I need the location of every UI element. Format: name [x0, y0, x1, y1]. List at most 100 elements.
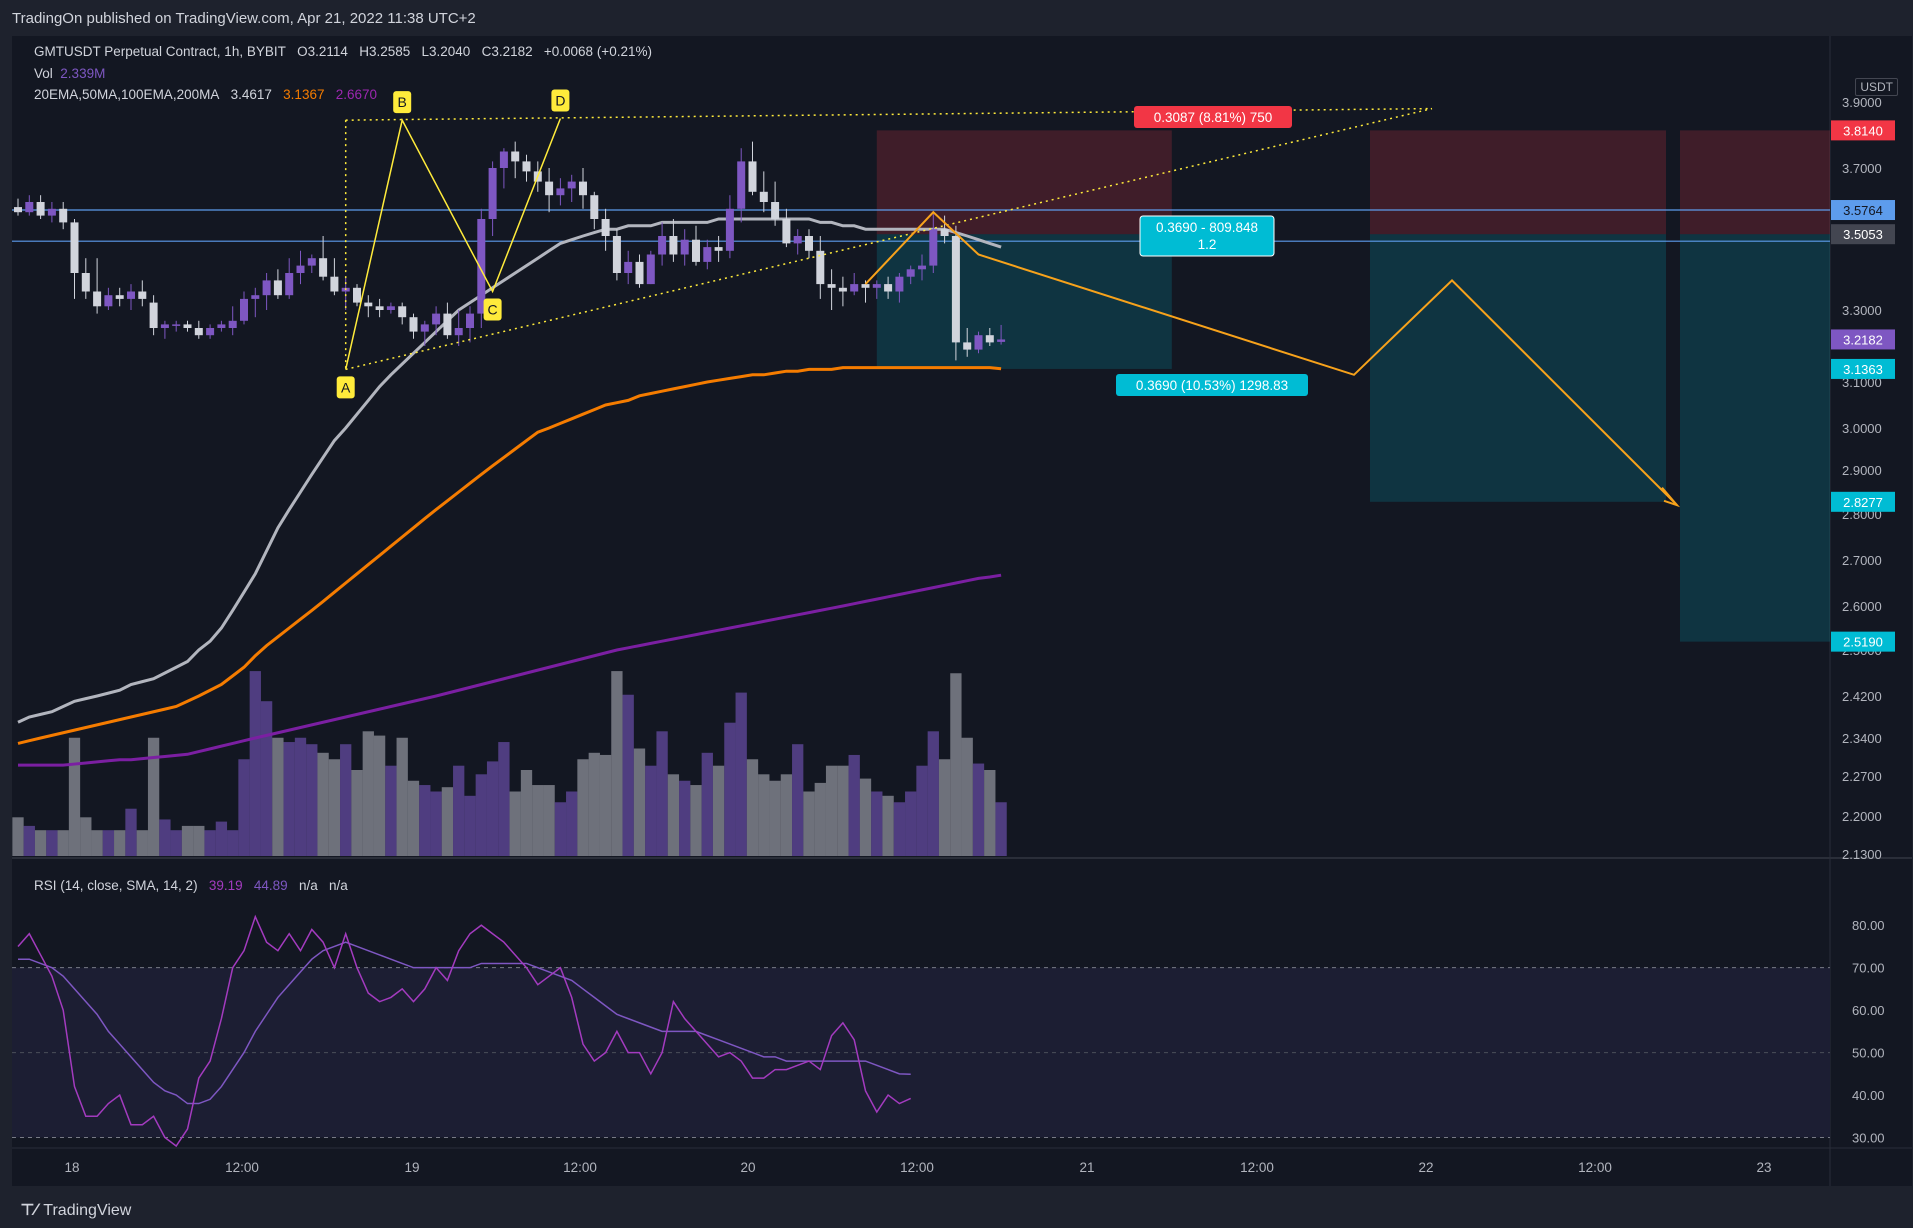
candle-body	[838, 287, 847, 292]
price-tag: 2.8277	[1843, 495, 1883, 510]
price-tag: 3.5764	[1843, 203, 1883, 218]
volume-bar	[679, 780, 691, 856]
candle-body	[217, 324, 226, 328]
open-value: 3.2114	[307, 44, 348, 59]
price-tag-bg	[1831, 224, 1895, 245]
target-zone-2	[1370, 234, 1666, 502]
volume-bar	[125, 808, 137, 856]
volume-bar	[532, 785, 544, 856]
volume-bar	[758, 774, 770, 856]
ma-value-1: 3.4617	[230, 87, 272, 102]
rsi-tick-label: 50.00	[1852, 1046, 1885, 1061]
volume-bar	[407, 780, 420, 856]
rsi-line	[17, 914, 912, 1148]
candle-body	[669, 236, 678, 255]
time-tick-label: 12:00	[1240, 1160, 1274, 1175]
volume-bar	[23, 825, 35, 856]
candle-body	[748, 161, 757, 192]
candle-body	[466, 313, 474, 328]
volume-bar	[633, 748, 646, 856]
change-value: +0.0068 (+0.21%)	[543, 44, 652, 59]
time-tick-label: 23	[1756, 1160, 1771, 1175]
symbol-title: GMTUSDT Perpetual Contract, 1h, BYBIT	[34, 44, 286, 59]
volume-bar	[373, 735, 386, 856]
chart-canvas[interactable]: A B C D 0.3087 (8.81%) 750 0.3690 (10.53%) 12…	[12, 36, 1912, 1186]
volume-bar	[893, 802, 906, 856]
candle-body	[737, 161, 746, 209]
candle-body	[567, 181, 576, 189]
pattern-point-label-bg	[483, 298, 502, 321]
volume-bar	[995, 802, 1007, 856]
candle-body	[454, 328, 463, 336]
tradingview-logo[interactable]: ⊤⁄ TradingView	[20, 1200, 131, 1220]
rsi-tick-label: 60.00	[1852, 1003, 1885, 1018]
risk-reward-top: 0.3690 - 809.848	[1156, 220, 1258, 235]
volume-bar	[147, 737, 160, 856]
volume-bar	[848, 754, 860, 856]
candle-body	[364, 302, 373, 307]
candle-body	[443, 313, 452, 336]
time-tick-label: 12:00	[1578, 1160, 1612, 1175]
chart-frame[interactable]: A B C D 0.3087 (8.81%) 750 0.3690 (10.53%) 12…	[12, 36, 1912, 1186]
ma-label: 20EMA,50MA,100EMA,200MA	[34, 87, 220, 102]
ma200-line	[18, 573, 1002, 767]
volume-bar	[294, 737, 307, 856]
volume-bar	[520, 770, 533, 856]
candle-body	[929, 229, 938, 266]
volume-bar	[453, 765, 465, 856]
ma-legend: 20EMA,50MA,100EMA,200MA 3.4617 3.1367 2.…	[34, 87, 377, 102]
candle-body	[895, 276, 904, 292]
price-tag-bg	[1831, 491, 1895, 512]
time-tick-label: 12:00	[900, 1160, 934, 1175]
candle-body	[997, 339, 1006, 342]
volume-bar	[645, 765, 657, 856]
volume-bar	[396, 737, 408, 856]
volume-bar	[871, 791, 883, 856]
rsi-tick-label: 80.00	[1852, 918, 1885, 933]
candle-body	[160, 324, 169, 328]
candle-body	[816, 250, 825, 285]
volume-bar	[588, 752, 600, 856]
candle-body	[273, 280, 282, 296]
candle-body	[386, 306, 395, 310]
candle-body	[725, 208, 734, 251]
volume-bar	[475, 774, 487, 856]
price-tag-bg	[1831, 358, 1895, 379]
volume-bar	[916, 765, 928, 856]
volume-bar	[136, 830, 148, 856]
candle-body	[579, 181, 587, 196]
time-tick-label: 18	[64, 1160, 79, 1175]
volume-bar	[746, 759, 759, 856]
risk-reward-bottom: 1.2	[1198, 237, 1217, 252]
volume-bar	[215, 821, 228, 856]
volume-bar	[498, 742, 510, 856]
time-tick-label: 21	[1079, 1160, 1094, 1175]
candle-body	[47, 208, 56, 216]
volume-bar	[577, 759, 589, 856]
candle-body	[409, 317, 418, 332]
volume-bar	[814, 782, 826, 856]
symbol-legend: GMTUSDT Perpetual Contract, 1h, BYBIT O3…	[34, 44, 652, 59]
volume-bar	[656, 731, 668, 856]
pattern-point-label-bg	[336, 376, 355, 399]
candle-body	[771, 202, 780, 219]
volume-bar	[486, 761, 499, 856]
currency-label[interactable]: USDT	[1855, 78, 1898, 96]
candle-body	[420, 324, 429, 332]
ema100-line	[17, 366, 1002, 745]
candle-body	[951, 236, 960, 343]
stop-zone-3	[1680, 130, 1830, 235]
volume-bar	[938, 759, 951, 856]
volume-bar	[984, 770, 996, 856]
volume-bar	[419, 785, 431, 856]
brand-name: TradingView	[43, 1202, 132, 1219]
volume-bar	[735, 692, 747, 856]
time-tick-label: 20	[740, 1160, 755, 1175]
price-tag: 2.5190	[1843, 635, 1883, 650]
volume-bar	[57, 830, 69, 856]
pattern-point-label: B	[398, 94, 407, 110]
candle-body	[906, 269, 915, 277]
rsi-ma-line	[18, 941, 911, 1105]
rsi-na-2: n/a	[329, 878, 348, 893]
price-tick-label: 3.7000	[1842, 161, 1882, 176]
